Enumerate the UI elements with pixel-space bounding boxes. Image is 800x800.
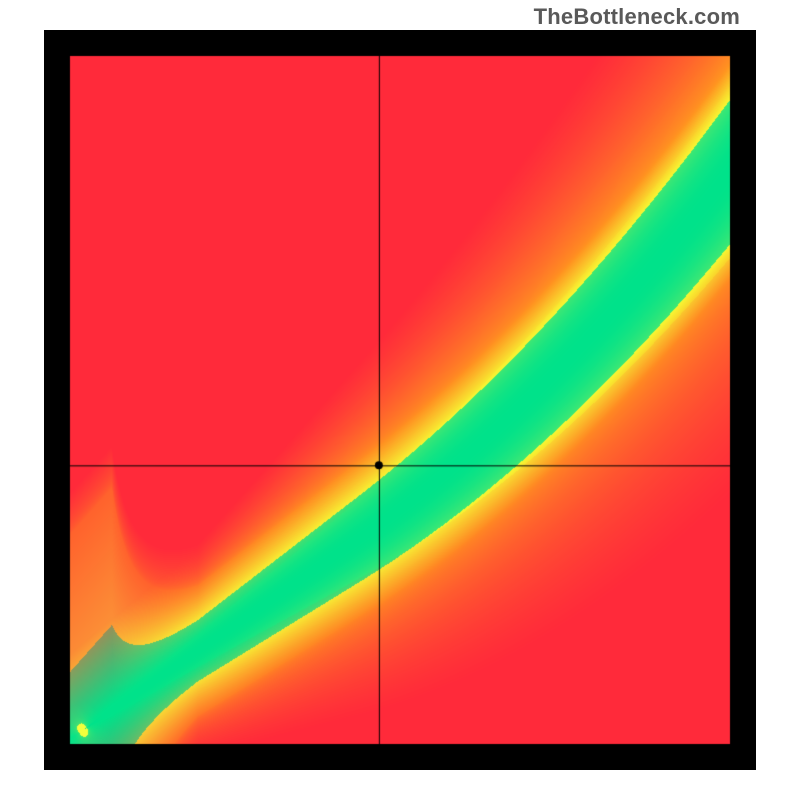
watermark-text: TheBottleneck.com xyxy=(534,4,740,30)
bottleneck-heatmap xyxy=(44,30,756,770)
chart-frame xyxy=(44,30,756,770)
